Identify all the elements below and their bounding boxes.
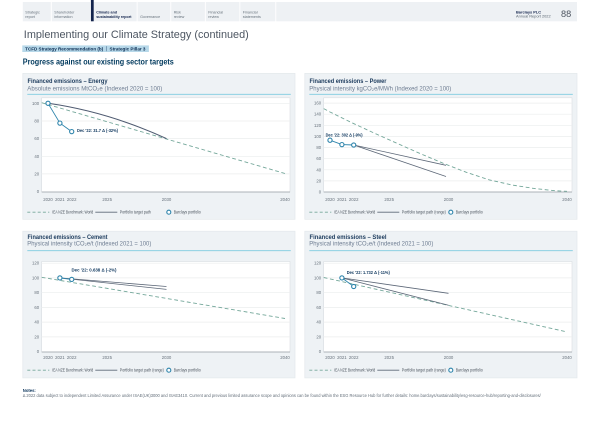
svg-text:Barclays PLC: Barclays PLC	[516, 10, 541, 15]
svg-text:2040: 2040	[280, 197, 290, 202]
svg-text:Strategic Pillar 3: Strategic Pillar 3	[110, 46, 147, 51]
svg-text:Dec '22: 0.638 Δ (-2%): Dec '22: 0.638 Δ (-2%)	[72, 267, 118, 272]
svg-text:2040: 2040	[562, 355, 572, 360]
svg-text:60: 60	[34, 305, 39, 310]
svg-text:Implementing our Climate Strat: Implementing our Climate Strategy (conti…	[24, 29, 249, 41]
svg-text:88: 88	[561, 9, 571, 19]
svg-text:review: review	[174, 15, 185, 19]
svg-text:Shareholder: Shareholder	[54, 11, 75, 15]
svg-text:60: 60	[316, 156, 321, 161]
svg-text:Strategic: Strategic	[25, 11, 40, 15]
svg-text:Portfolio target path (range): Portfolio target path (range)	[120, 368, 165, 373]
svg-text:Barclays portfolio: Barclays portfolio	[174, 210, 202, 215]
svg-text:report: report	[25, 15, 35, 19]
svg-text:Dec '22: 31.7 Δ (-32%): Dec '22: 31.7 Δ (-32%)	[77, 128, 118, 133]
svg-text:TCFD Strategy Recommendation (: TCFD Strategy Recommendation (b)	[25, 46, 104, 51]
svg-text:100: 100	[314, 134, 322, 139]
svg-text:IEA NZE Benchmark: World: IEA NZE Benchmark: World	[334, 368, 376, 373]
svg-text:100: 100	[32, 101, 40, 106]
svg-text:0: 0	[37, 349, 40, 354]
svg-text:Financial: Financial	[208, 11, 223, 15]
svg-text:2025: 2025	[102, 197, 112, 202]
svg-text:120: 120	[314, 261, 322, 266]
svg-text:140: 140	[314, 112, 322, 117]
svg-text:120: 120	[32, 261, 40, 266]
svg-text:Portfolio target path: Portfolio target path	[120, 210, 152, 215]
svg-text:IEA NZE Benchmark: World: IEA NZE Benchmark: World	[52, 210, 94, 215]
svg-text:0: 0	[319, 190, 322, 195]
svg-text:Financial: Financial	[243, 11, 258, 15]
svg-text:120: 120	[314, 123, 322, 128]
svg-text:2025: 2025	[102, 355, 112, 360]
svg-text:20: 20	[34, 334, 39, 339]
svg-text:Risk: Risk	[174, 11, 181, 15]
svg-text:IEA NZE Benchmark: World: IEA NZE Benchmark: World	[52, 368, 94, 373]
svg-text:20: 20	[316, 178, 321, 183]
svg-text:Barclays portfolio: Barclays portfolio	[456, 368, 484, 373]
svg-text:80: 80	[316, 145, 321, 150]
svg-text:IEA NZE Benchmark: World: IEA NZE Benchmark: World	[334, 210, 376, 215]
svg-text:Progress against our existing: Progress against our existing sector tar…	[23, 57, 174, 66]
svg-text:Notes:: Notes:	[23, 388, 36, 393]
svg-text:2021: 2021	[55, 355, 65, 360]
svg-text:40: 40	[316, 320, 321, 325]
svg-text:Barclays portfolio: Barclays portfolio	[456, 210, 484, 215]
svg-text:Absolute emissions MtCO₂e (Ind: Absolute emissions MtCO₂e (Indexed 2020 …	[27, 85, 162, 92]
svg-text:0: 0	[37, 189, 40, 194]
svg-text:40: 40	[34, 320, 39, 325]
svg-text:Dec '22: 302 Δ (-9%): Dec '22: 302 Δ (-9%)	[326, 133, 363, 138]
svg-text:review: review	[208, 15, 219, 19]
svg-text:Governance: Governance	[140, 15, 160, 19]
svg-text:80: 80	[34, 290, 39, 295]
svg-text:Portfolio target path (range): Portfolio target path (range)	[402, 368, 447, 373]
svg-text:2022: 2022	[349, 355, 359, 360]
svg-text:Financed emissions – Energy: Financed emissions – Energy	[28, 78, 108, 85]
svg-text:Climate and: Climate and	[96, 11, 118, 15]
svg-text:Annual Report 2022: Annual Report 2022	[516, 14, 551, 19]
svg-text:Physical intensity kgCO₂e/MWh: Physical intensity kgCO₂e/MWh (Indexed 2…	[309, 85, 451, 92]
svg-text:2040: 2040	[562, 197, 572, 202]
svg-text:2021: 2021	[337, 355, 347, 360]
svg-text:Portfolio target path (range): Portfolio target path (range)	[402, 210, 447, 215]
svg-text:Physical intensity tCO₂e/t (In: Physical intensity tCO₂e/t (Indexed 2021…	[27, 241, 151, 248]
svg-text:40: 40	[316, 167, 321, 172]
svg-text:2020: 2020	[43, 355, 53, 360]
svg-text:Financed emissions – Cement: Financed emissions – Cement	[28, 234, 109, 241]
svg-text:20: 20	[34, 171, 39, 176]
svg-text:2022: 2022	[67, 355, 77, 360]
svg-text:2030: 2030	[444, 355, 454, 360]
svg-text:2025: 2025	[384, 355, 394, 360]
svg-text:statements: statements	[243, 15, 261, 19]
svg-text:Financed emissions – Steel: Financed emissions – Steel	[310, 234, 387, 241]
svg-text:2030: 2030	[444, 197, 454, 202]
svg-text:2040: 2040	[280, 355, 290, 360]
svg-text:2030: 2030	[162, 197, 172, 202]
svg-text:2022: 2022	[67, 197, 77, 202]
svg-text:2020: 2020	[325, 197, 335, 202]
svg-text:2025: 2025	[384, 197, 394, 202]
svg-text:60: 60	[34, 136, 39, 141]
svg-text:Physical intensity tCO₂e/t (In: Physical intensity tCO₂e/t (Indexed 2021…	[309, 241, 433, 248]
svg-text:160: 160	[314, 101, 322, 106]
svg-text:information: information	[54, 15, 72, 19]
svg-text:2020: 2020	[43, 197, 53, 202]
svg-text:0: 0	[319, 349, 322, 354]
svg-text:Dec '22: 1.732 Δ (-11%): Dec '22: 1.732 Δ (-11%)	[347, 270, 390, 275]
svg-text:2022: 2022	[349, 197, 359, 202]
svg-text:100: 100	[32, 275, 40, 280]
svg-text:80: 80	[316, 290, 321, 295]
svg-text:Δ 2022 data subject to indepe: Δ 2022 data subject to independent Limit…	[23, 393, 542, 398]
svg-text:20: 20	[316, 334, 321, 339]
svg-text:80: 80	[34, 119, 39, 124]
svg-text:2021: 2021	[337, 197, 347, 202]
svg-text:2020: 2020	[325, 355, 335, 360]
svg-text:sustainability report: sustainability report	[96, 15, 132, 19]
svg-text:2021: 2021	[55, 197, 65, 202]
svg-text:60: 60	[316, 305, 321, 310]
svg-text:40: 40	[34, 154, 39, 159]
svg-text:Barclays portfolio: Barclays portfolio	[174, 368, 202, 373]
svg-text:100: 100	[314, 275, 322, 280]
svg-text:2030: 2030	[162, 355, 172, 360]
svg-text:Financed emissions – Power: Financed emissions – Power	[310, 78, 387, 85]
